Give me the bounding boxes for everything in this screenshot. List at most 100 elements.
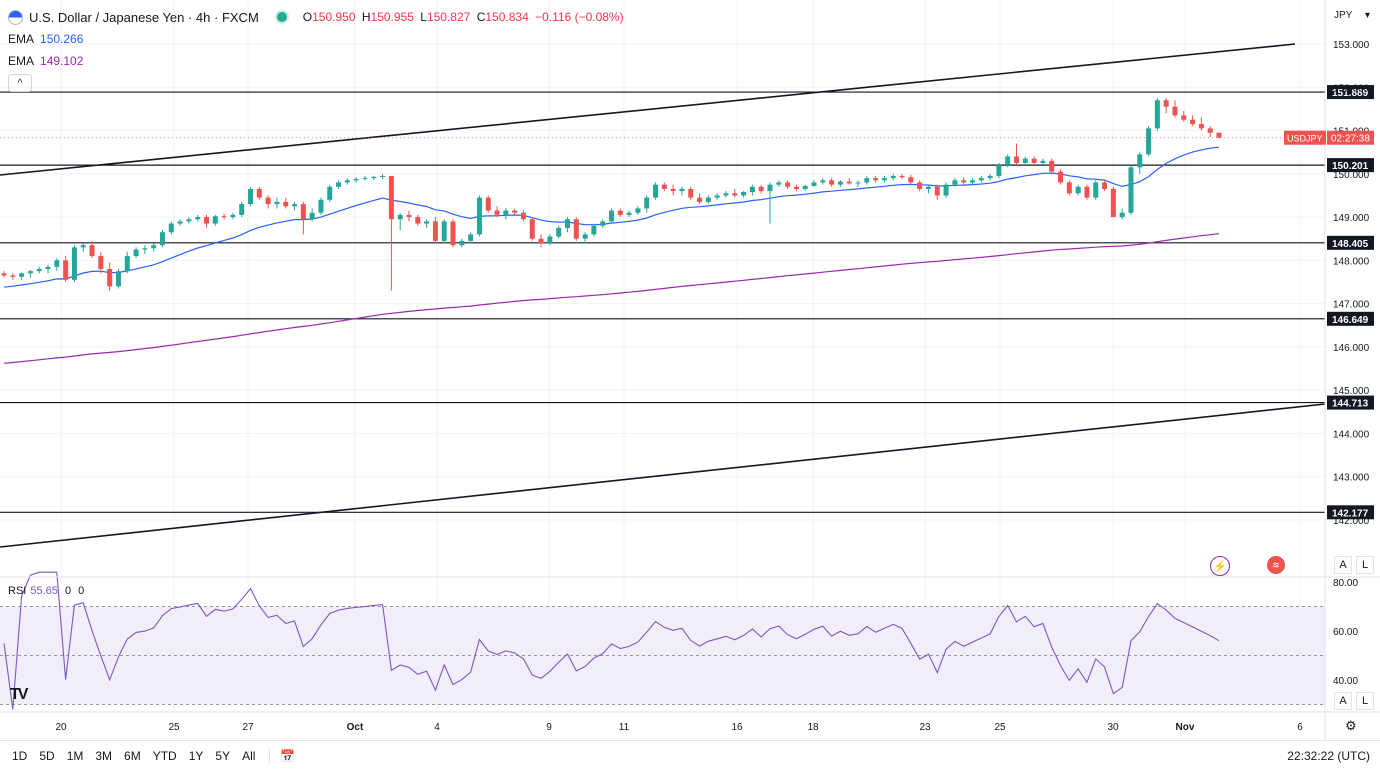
candle-body [19, 273, 25, 277]
ticker-badge [1284, 130, 1326, 145]
timeframe-3m[interactable]: 3M [95, 749, 113, 763]
time-tick-label: Oct [347, 722, 364, 733]
candle-body [855, 182, 861, 184]
timeframe-ytd[interactable]: YTD [152, 749, 177, 763]
candle-body [925, 186, 931, 189]
time-tick-label: 25 [168, 722, 180, 733]
timeframe-1d[interactable]: 1D [12, 749, 28, 763]
candle-body [741, 191, 747, 196]
candle-body [274, 201, 280, 205]
candle-body [670, 188, 676, 192]
currency-selector[interactable]: JPY ▾ [1334, 9, 1370, 21]
candle-body [89, 245, 95, 257]
candle-body [600, 221, 606, 226]
lower-trendline[interactable] [0, 403, 1326, 548]
candle-body [908, 177, 914, 183]
candle-body [987, 175, 993, 179]
candle-body [124, 256, 130, 272]
candle-body [168, 223, 174, 233]
ticker-badge-label: USDJPY [1287, 134, 1323, 144]
candle-body [54, 260, 60, 267]
ema-slow-legend[interactable]: EMA 149.102 [8, 54, 84, 68]
price-tick-label: 144.000 [1333, 429, 1370, 440]
rsi-auto-scale-button[interactable]: A [1334, 692, 1352, 710]
candle-body [292, 204, 298, 207]
lightning-icon[interactable]: ⚡ [1210, 556, 1230, 576]
timeframe-5d[interactable]: 5D [39, 749, 55, 763]
price-tick-label: 152.000 [1333, 83, 1370, 94]
ema-fast-legend[interactable]: EMA 150.266 [8, 32, 84, 46]
candle-body [846, 181, 852, 184]
candle-body [1031, 158, 1037, 163]
candle-body [564, 219, 570, 228]
price-tick-label: 149.000 [1333, 213, 1370, 224]
rsi-log-scale-button[interactable]: L [1356, 692, 1374, 710]
timeframe-5y[interactable]: 5Y [215, 749, 231, 763]
candle-body [917, 182, 923, 189]
tradingview-logo[interactable]: TV [10, 686, 29, 703]
candle-body [820, 180, 826, 183]
upper-trendline[interactable] [0, 43, 1296, 176]
candle-body [529, 219, 535, 239]
candle-body [969, 180, 975, 183]
candle-body [1172, 106, 1178, 116]
candle-body [785, 182, 791, 187]
price-tick-label: 148.000 [1333, 256, 1370, 267]
timeframe-6m[interactable]: 6M [124, 749, 141, 763]
candle-body [934, 186, 940, 196]
log-scale-button[interactable]: L [1356, 556, 1374, 574]
rsi-pane-background [0, 606, 1325, 705]
level-badge [1327, 235, 1374, 250]
settings-gear-icon[interactable]: ⚙ [1345, 718, 1357, 733]
candle-body [635, 208, 641, 213]
candle-body [1040, 160, 1046, 163]
timeframe-all[interactable]: All [242, 749, 256, 763]
candle-body [732, 193, 738, 196]
utc-clock[interactable]: 22:32:22 (UTC) [1287, 749, 1370, 763]
horizontal-levels[interactable]: 151.889 150.201 148.405 146.649 144.713 142.1… [0, 85, 1374, 520]
candle-body [115, 271, 121, 287]
time-tick-label: 20 [55, 722, 67, 733]
trend-channel[interactable] [0, 43, 1326, 548]
price-tick-label: 142.000 [1333, 516, 1370, 527]
candle-body [10, 275, 16, 277]
candle-body [230, 214, 236, 218]
bottom-toolbar: 1D 5D 1M 3M 6M YTD 1Y 5Y All 📅 22:32:22 … [0, 740, 1380, 771]
candle-body [1207, 128, 1213, 133]
candle-body [159, 232, 165, 246]
candle-body [996, 165, 1002, 176]
candle-body [802, 185, 808, 189]
candle-body [432, 221, 438, 241]
candle-body [1181, 115, 1187, 120]
candle-body [133, 249, 139, 257]
calendar-goto-icon[interactable]: 📅 [269, 749, 295, 763]
rsi-tick-label: 60.00 [1333, 627, 1358, 638]
candle-body [362, 178, 368, 180]
candle-body [1022, 158, 1028, 163]
collapse-legend-button[interactable]: ^ [8, 74, 32, 92]
candle-body [151, 245, 157, 249]
economic-events-icon[interactable]: ≋ [1267, 556, 1285, 574]
countdown-badge [1327, 130, 1374, 145]
candle-body [573, 219, 579, 239]
candle-body [371, 176, 377, 179]
market-open-icon [274, 10, 289, 24]
level-badge [1327, 395, 1374, 410]
candle-body [697, 197, 703, 202]
time-tick-label: 18 [807, 722, 819, 733]
rsi-series-line [3, 571, 1220, 710]
candle-body [336, 182, 342, 187]
time-tick-label: 6 [1297, 722, 1303, 733]
symbol-title[interactable]: U.S. Dollar / Japanese Yen · 4h · FXCM [29, 9, 259, 25]
candle-body [424, 221, 430, 224]
price-tick-label: 147.000 [1333, 300, 1370, 311]
timeframe-1m[interactable]: 1M [66, 749, 84, 763]
candle-body [829, 180, 835, 185]
candle-body [195, 217, 201, 220]
candle-body [1137, 154, 1143, 168]
auto-scale-button[interactable]: A [1334, 556, 1352, 574]
rsi-legend[interactable]: RSI 55.65 0 0 [8, 585, 85, 597]
timeframe-1y[interactable]: 1Y [188, 749, 204, 763]
rsi-tick-label: 40.00 [1333, 676, 1358, 687]
